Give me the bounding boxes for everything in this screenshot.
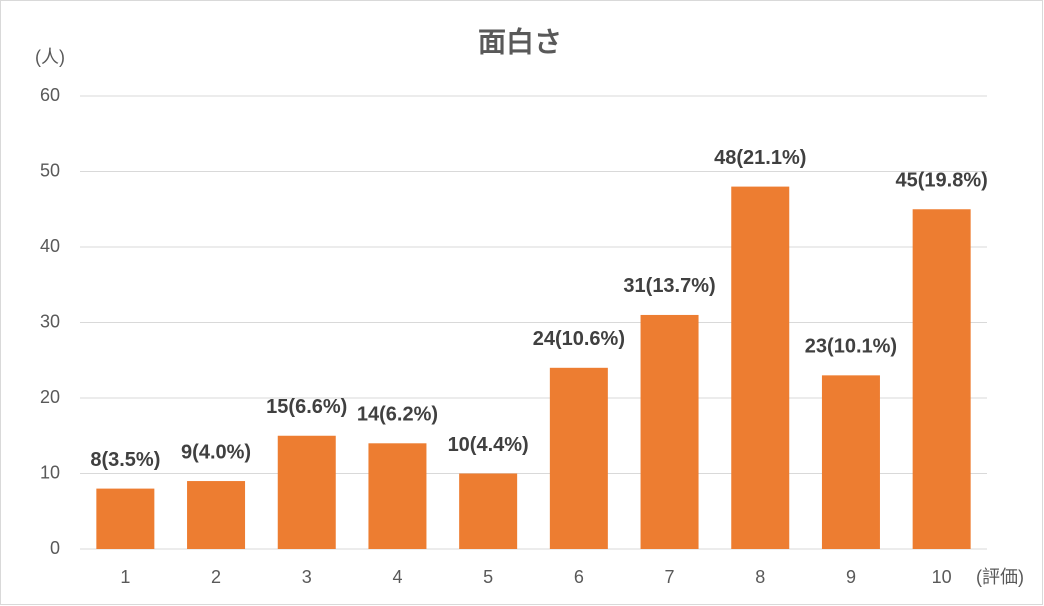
value-label: 9(4.0%) — [181, 441, 251, 463]
y-tick-label: 30 — [40, 311, 60, 331]
y-tick-label: 10 — [40, 462, 60, 482]
x-axis-label: (評価) — [976, 567, 1024, 587]
chart-title: 面白さ — [478, 25, 562, 57]
bar — [912, 209, 971, 549]
value-label: 15(6.6%) — [266, 396, 347, 418]
bar — [277, 435, 336, 549]
bar — [549, 367, 608, 549]
bar — [96, 488, 155, 549]
y-axis-label: (人) — [35, 47, 65, 67]
x-tick-label: 5 — [483, 567, 493, 587]
value-label: 8(3.5%) — [90, 449, 160, 471]
bar — [368, 443, 427, 549]
x-tick-label: 1 — [120, 567, 130, 587]
y-tick-label: 50 — [40, 160, 60, 180]
y-tick-label: 40 — [40, 236, 60, 256]
x-tick-label: 9 — [846, 567, 856, 587]
value-label: 14(6.2%) — [357, 404, 438, 426]
value-label: 48(21.1%) — [714, 147, 806, 169]
bar — [821, 375, 880, 549]
value-label: 24(10.6%) — [533, 328, 625, 350]
bar — [731, 186, 790, 549]
x-tick-label: 3 — [302, 567, 312, 587]
y-tick-label: 60 — [40, 85, 60, 105]
bar — [459, 473, 518, 549]
x-tick-label: 10 — [932, 567, 952, 587]
x-tick-label: 4 — [392, 567, 402, 587]
bar — [640, 314, 699, 549]
value-label: 10(4.4%) — [448, 434, 529, 456]
y-tick-label: 20 — [40, 387, 60, 407]
value-label: 23(10.1%) — [805, 336, 897, 358]
bar — [187, 481, 246, 549]
value-label: 31(13.7%) — [623, 275, 715, 297]
x-tick-label: 8 — [755, 567, 765, 587]
x-tick-label: 2 — [211, 567, 221, 587]
x-tick-label: 7 — [665, 567, 675, 587]
y-tick-label: 0 — [50, 538, 60, 558]
value-label: 45(19.8%) — [896, 170, 988, 192]
x-tick-label: 6 — [574, 567, 584, 587]
